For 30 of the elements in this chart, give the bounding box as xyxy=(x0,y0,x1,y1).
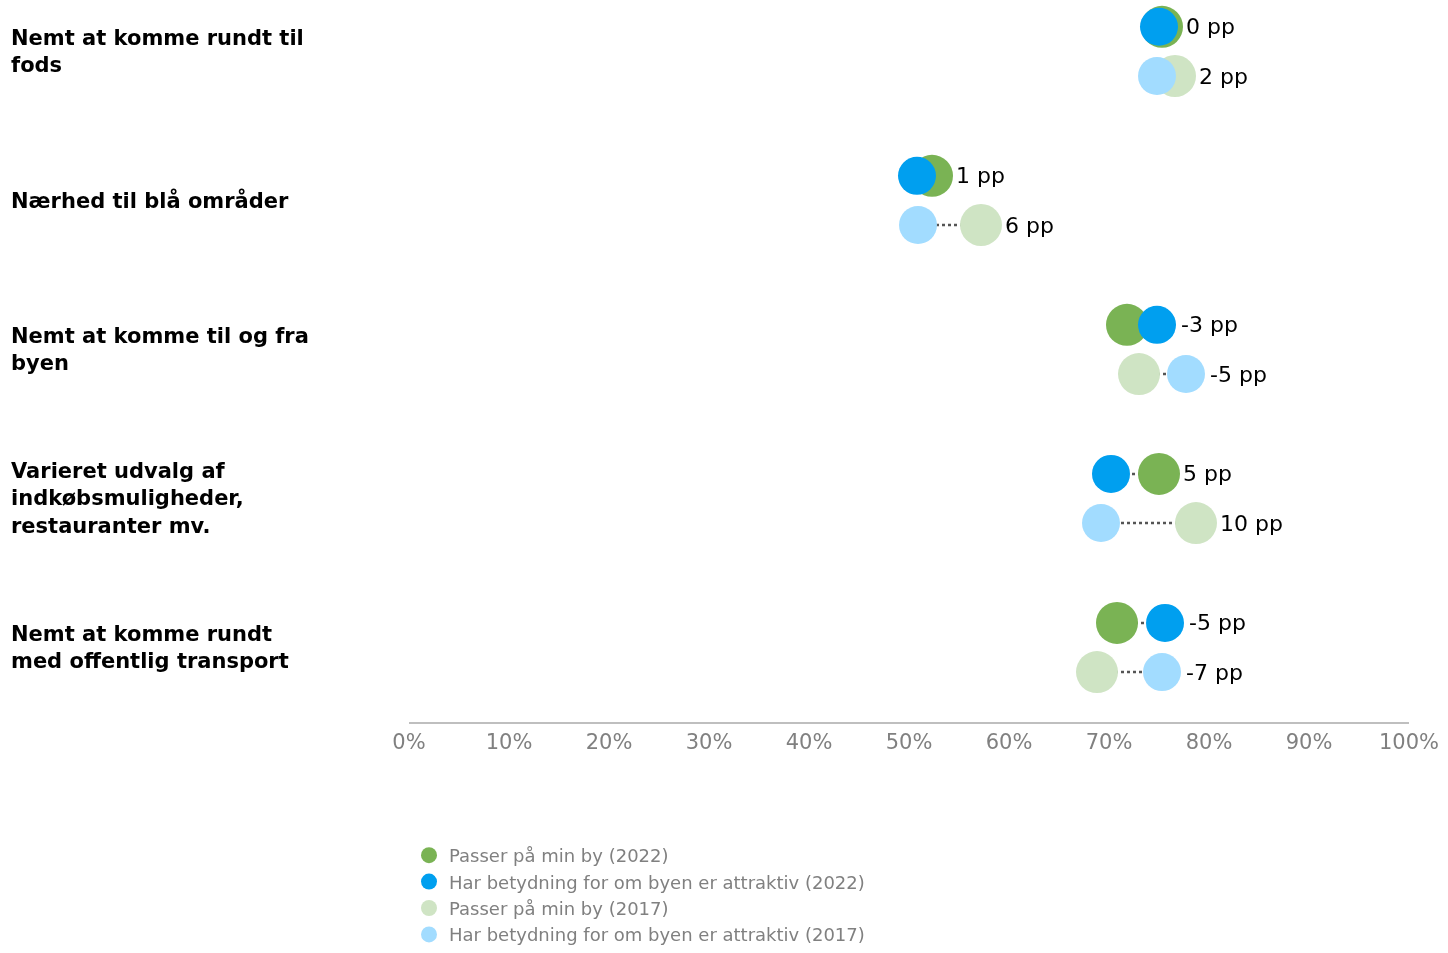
annotation: 2 pp xyxy=(1199,64,1248,89)
x-tick-label: 40% xyxy=(785,730,833,755)
annotation: -3 pp xyxy=(1181,312,1238,337)
x-tick-label: 20% xyxy=(585,730,633,755)
x-tick-label: 90% xyxy=(1285,730,1333,755)
x-tick-label: 10% xyxy=(485,730,533,755)
annotation: -5 pp xyxy=(1210,362,1267,387)
x-tick-label: 70% xyxy=(1085,730,1133,755)
x-tick-label: 80% xyxy=(1185,730,1233,755)
annotation: 0 pp xyxy=(1186,14,1235,39)
annotation: 1 pp xyxy=(956,163,1005,188)
annotation: 10 pp xyxy=(1220,511,1283,536)
annotation: -5 pp xyxy=(1189,610,1246,635)
x-tick-label: 60% xyxy=(985,730,1033,755)
annotation: -7 pp xyxy=(1186,660,1243,685)
legend-label: Har betydning for om byen er attraktiv (2017) xyxy=(449,924,865,946)
x-tick-label: 100% xyxy=(1378,730,1440,755)
y-tick-label: Nærhed til blå områder xyxy=(11,188,290,213)
y-tick-label: Nemt at komme til og fra byen xyxy=(11,324,309,376)
y-tick-label: Nemt at komme rundt til fods xyxy=(11,26,304,78)
y-tick-label: Nemt at komme rundt med offentlig transport xyxy=(11,622,289,674)
x-tick-label: 50% xyxy=(885,730,933,755)
y-tick-label: Varieret udvalg af indkøbsmuligheder, restauranter mv. xyxy=(11,459,244,538)
annotation: 6 pp xyxy=(1005,213,1054,238)
x-tick-label: 0% xyxy=(392,730,426,755)
legend-label: Passer på min by (2022) xyxy=(449,845,669,867)
legend-label: Har betydning for om byen er attraktiv (2022) xyxy=(449,871,865,893)
annotation: 5 pp xyxy=(1183,461,1232,486)
legend-label: Passer på min by (2017) xyxy=(449,898,669,920)
x-tick-label: 30% xyxy=(685,730,733,755)
